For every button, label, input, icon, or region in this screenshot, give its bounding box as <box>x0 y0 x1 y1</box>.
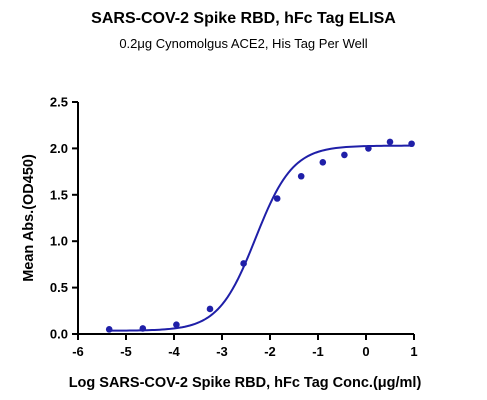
x-tick-label: -4 <box>168 344 180 359</box>
x-tick-label: -6 <box>72 344 84 359</box>
y-tick-label: 1.5 <box>50 187 68 202</box>
data-points <box>105 138 415 333</box>
data-point <box>206 305 214 313</box>
data-point <box>273 195 281 202</box>
y-tick-label: 1.0 <box>50 234 68 249</box>
y-axis-label: Mean Abs.(OD450) <box>21 154 37 282</box>
data-point <box>341 151 348 159</box>
x-tick-label: -2 <box>264 344 276 359</box>
x-tick-label: -1 <box>312 344 324 359</box>
chart-title: SARS-COV-2 Spike RBD, hFc Tag ELISA <box>91 10 396 27</box>
fit-curve <box>109 144 412 332</box>
data-point <box>319 159 327 166</box>
x-axis-label: Log SARS-COV-2 Spike RBD, hFc Tag Conc.(… <box>69 375 422 391</box>
y-tick-label: 2.5 <box>50 95 68 110</box>
data-point <box>365 145 372 152</box>
data-point <box>105 326 113 333</box>
chart-subtitle: 0.2μg Cynomolgus ACE2, His Tag Per Well <box>119 36 368 51</box>
y-tick-label: 0.0 <box>50 327 68 342</box>
data-point <box>240 260 247 267</box>
fit-curve-layer <box>109 144 412 332</box>
x-tick-label: 0 <box>362 344 369 359</box>
axes: -6 -5 -4 -3 -2 -1 0 1 0.0 0.5 1.0 1.5 2.0 2.5 <box>50 95 418 360</box>
x-tick-label: 1 <box>410 344 417 359</box>
data-point <box>386 138 394 146</box>
data-point <box>408 140 415 148</box>
data-point <box>297 172 305 180</box>
x-tick-label: -3 <box>216 344 228 359</box>
y-tick-label: 2.0 <box>50 141 68 156</box>
data-point <box>139 325 147 332</box>
x-tick-label: -5 <box>120 344 132 359</box>
data-point <box>173 321 180 329</box>
y-tick-label: 0.5 <box>50 280 68 295</box>
